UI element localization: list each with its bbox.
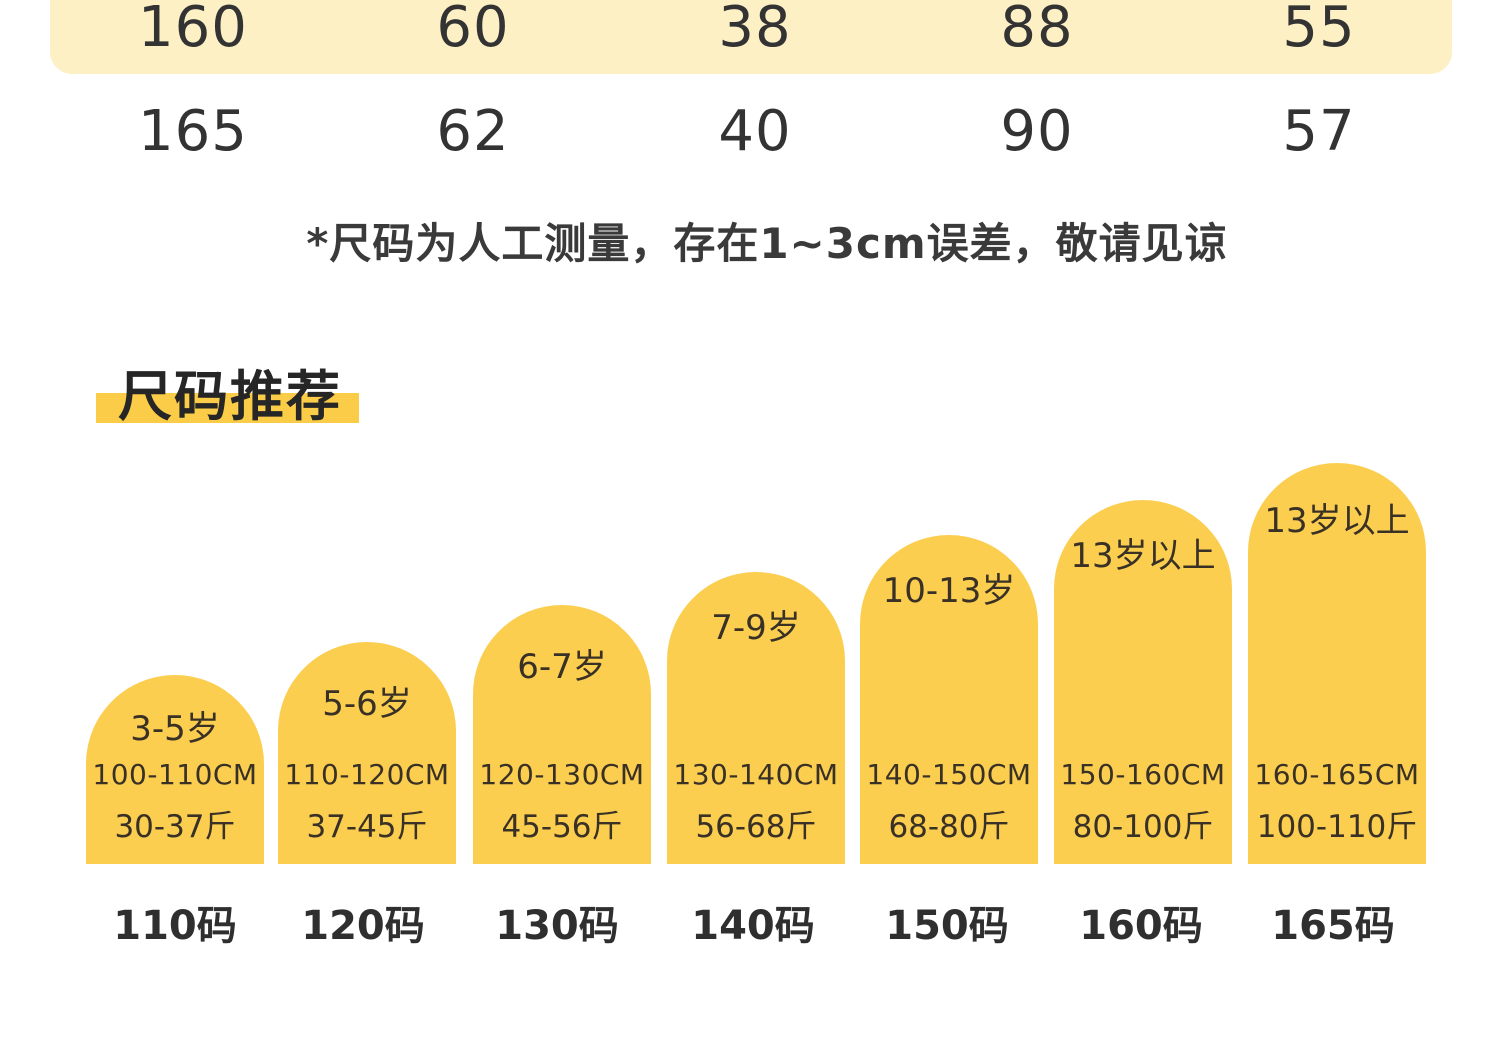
size-card-160: 13岁以上 150-160CM 80-100斤	[1054, 500, 1232, 864]
weight-range: 68-80斤	[888, 809, 1010, 845]
size-label: 120码	[301, 903, 425, 949]
size-card-150: 10-13岁 140-150CM 68-80斤	[860, 535, 1038, 864]
table-cell: 57	[1282, 99, 1356, 164]
size-card-110: 3-5岁 100-110CM 30-37斤	[86, 675, 264, 864]
size-label: 160码	[1079, 903, 1203, 949]
section-title-underline	[96, 393, 359, 423]
size-label: 150码	[885, 903, 1009, 949]
height-range: 120-130CM	[479, 758, 645, 791]
table-cell: 40	[718, 99, 792, 164]
table-cell: 88	[1000, 0, 1074, 60]
table-cell: 60	[436, 0, 510, 60]
table-cell: 165	[138, 99, 248, 164]
size-label: 110码	[113, 903, 237, 949]
size-label: 165码	[1271, 903, 1395, 949]
size-card-165: 13岁以上 160-165CM 100-110斤	[1248, 463, 1426, 864]
weight-range: 30-37斤	[114, 809, 236, 845]
weight-range: 100-110斤	[1256, 809, 1418, 845]
height-range: 110-120CM	[284, 758, 450, 791]
age-range: 7-9岁	[711, 608, 801, 648]
height-range: 140-150CM	[866, 758, 1032, 791]
age-range: 13岁以上	[1070, 536, 1216, 576]
height-range: 130-140CM	[673, 758, 839, 791]
size-table-row: 165 62 40 90 57	[50, 80, 1452, 184]
age-range: 3-5岁	[130, 709, 220, 749]
size-label: 130码	[495, 903, 619, 949]
size-card-120: 5-6岁 110-120CM 37-45斤	[278, 642, 456, 864]
height-range: 150-160CM	[1060, 758, 1226, 791]
height-range: 100-110CM	[92, 758, 258, 791]
age-range: 6-7岁	[517, 647, 607, 687]
table-cell: 55	[1282, 0, 1356, 60]
size-table-row-highlighted: 160 60 38 88 55	[50, 0, 1452, 74]
size-card-140: 7-9岁 130-140CM 56-68斤	[667, 572, 845, 864]
table-cell: 62	[436, 99, 510, 164]
table-cell: 38	[718, 0, 792, 60]
weight-range: 45-56斤	[501, 809, 623, 845]
section-title: 尺码推荐	[118, 365, 342, 428]
age-range: 10-13岁	[882, 571, 1016, 611]
weight-range: 56-68斤	[695, 809, 817, 845]
height-range: 160-165CM	[1254, 758, 1420, 791]
weight-range: 37-45斤	[306, 809, 428, 845]
size-label: 140码	[691, 903, 815, 949]
age-range: 5-6岁	[322, 684, 412, 724]
size-card-130: 6-7岁 120-130CM 45-56斤	[473, 605, 651, 864]
weight-range: 80-100斤	[1072, 809, 1214, 845]
measurement-note: *尺码为人工测量，存在1~3cm误差，敬请见谅	[306, 219, 1228, 268]
age-range: 13岁以上	[1264, 501, 1410, 541]
table-cell: 160	[138, 0, 248, 60]
table-cell: 90	[1000, 99, 1074, 164]
